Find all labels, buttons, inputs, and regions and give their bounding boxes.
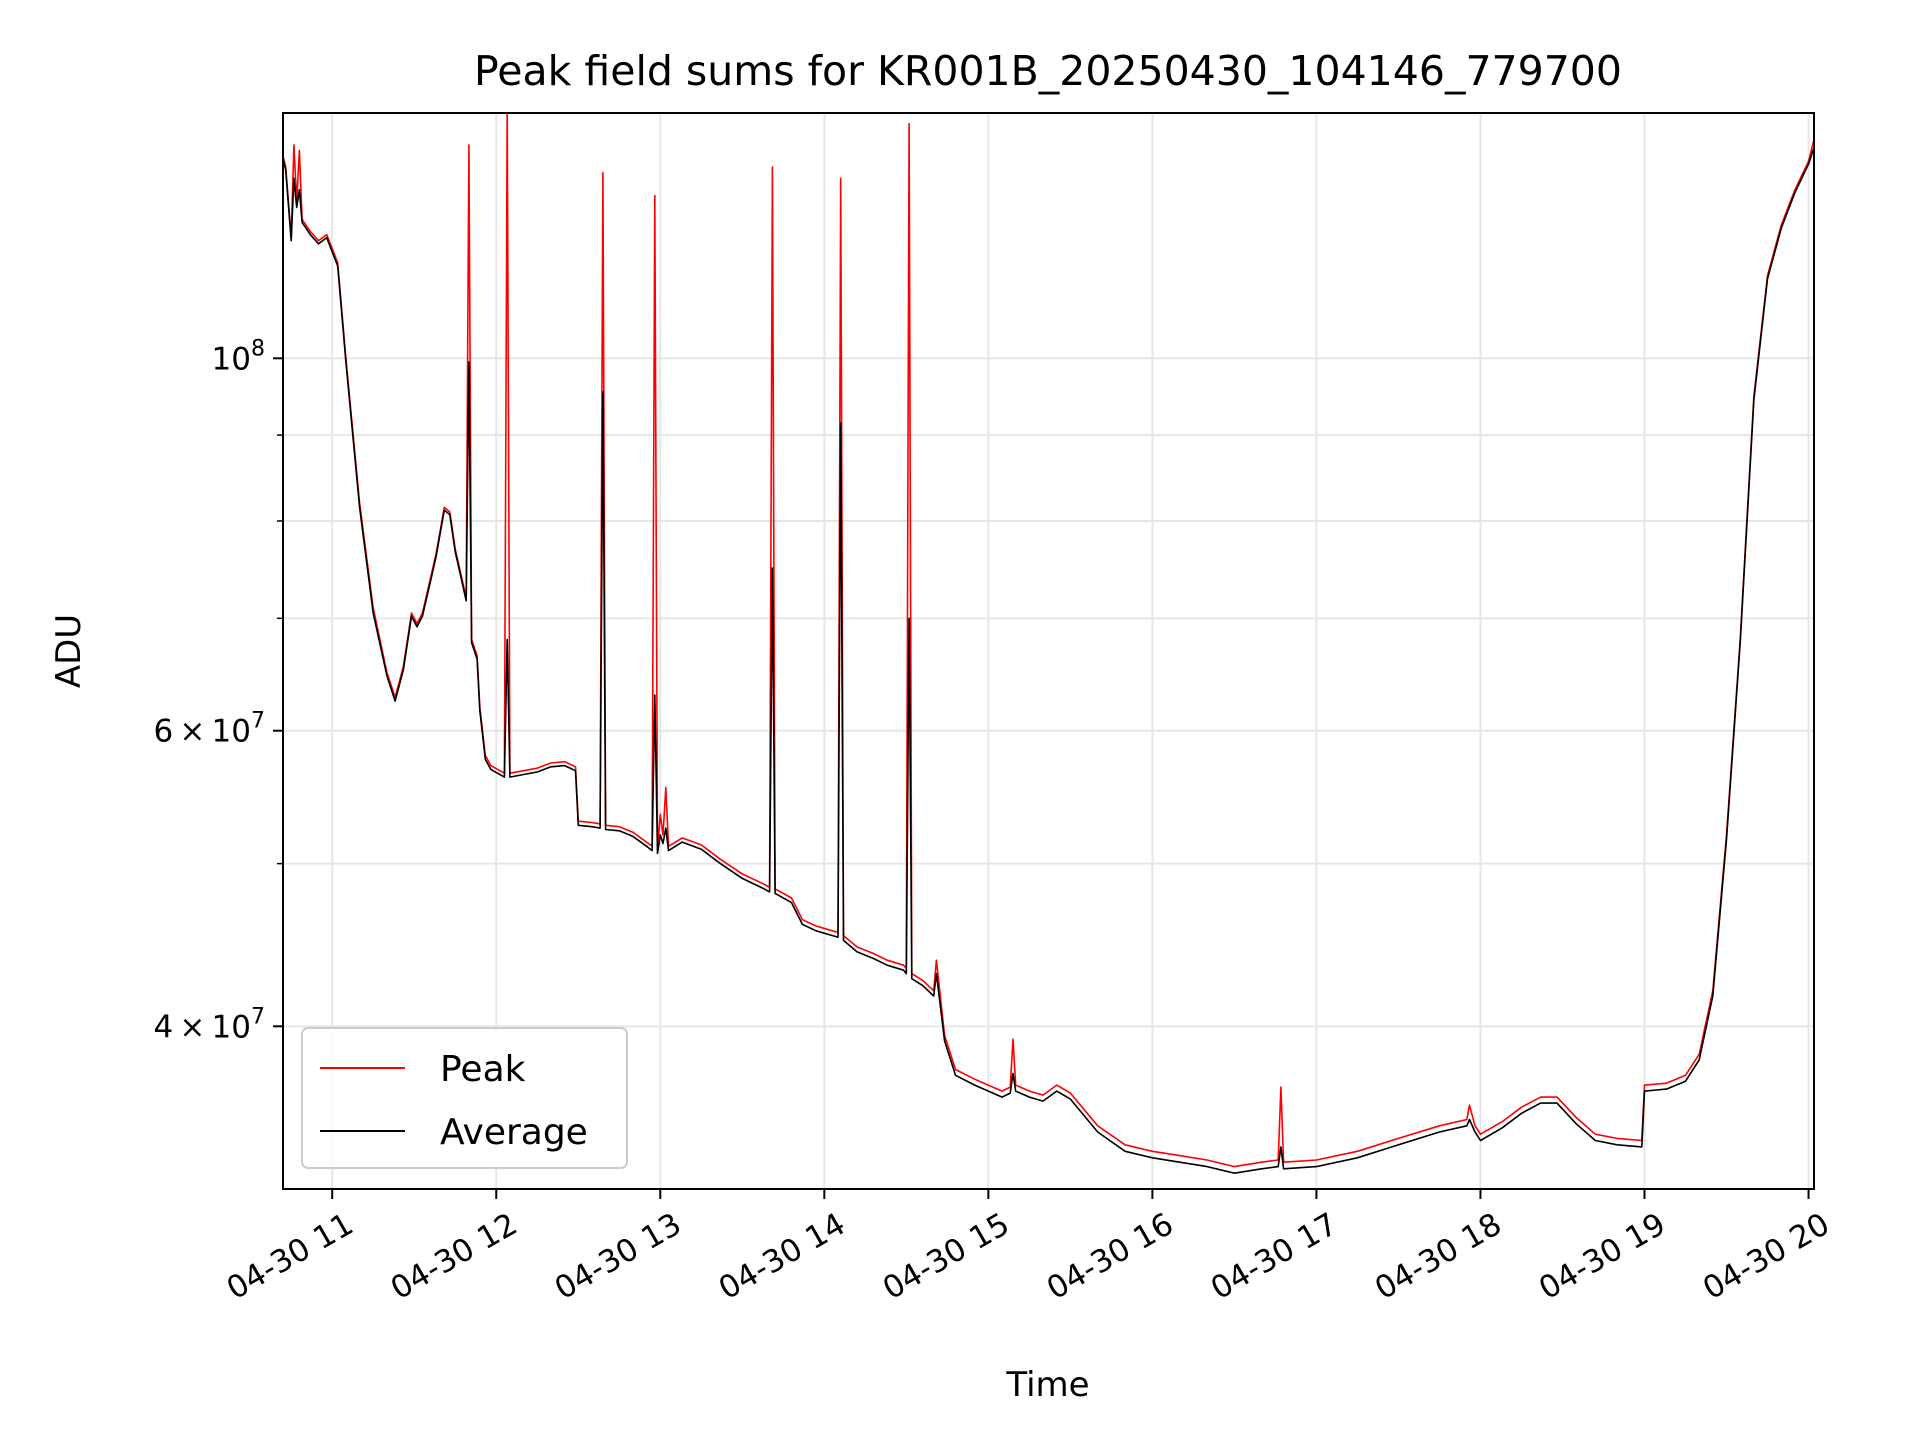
legend-label: Peak — [440, 1049, 526, 1090]
legend: Peak Average — [301, 1027, 628, 1169]
legend-label: Average — [440, 1112, 588, 1153]
y-axis: 4 × 107 6 × 107 108 — [153, 336, 283, 1045]
y-tick-label: 4 × 107 — [153, 1004, 265, 1045]
y-tick-label: 108 — [212, 336, 265, 377]
y-axis-label: ADU — [49, 614, 89, 688]
series-layer — [283, 113, 1814, 1174]
grid — [283, 113, 1814, 1189]
plot-frame — [282, 112, 1815, 1190]
series-line-average — [283, 147, 1814, 1174]
legend-box — [301, 1027, 628, 1169]
chart-title: Peak field sums for KR001B_20250430_1041… — [474, 47, 1622, 95]
y-tick-label: 6 × 107 — [153, 709, 265, 750]
x-axis-label: Time — [1005, 1365, 1089, 1405]
